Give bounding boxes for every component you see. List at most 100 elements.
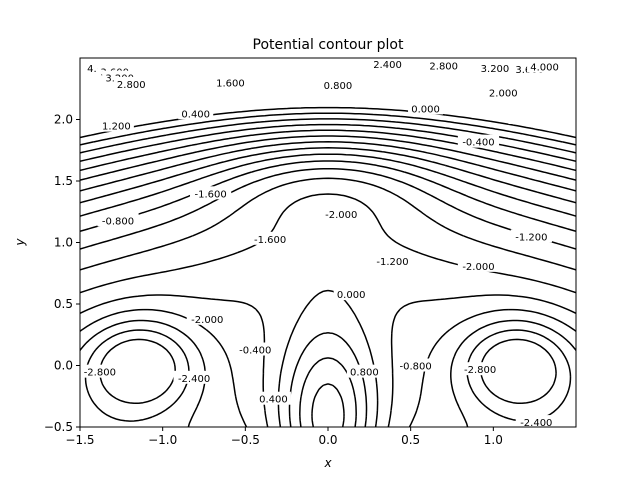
- contour-label: -1.200: [371, 253, 414, 268]
- contour-label-bg: [515, 415, 557, 429]
- contour-line: [80, 153, 576, 217]
- contour-label-bg: [457, 258, 500, 272]
- contour-label-text: 1.600: [216, 79, 245, 90]
- contour-label-bg: [79, 364, 121, 378]
- contour-label-text: 0.400: [259, 395, 288, 406]
- contour-label-bg: [173, 370, 215, 384]
- contour-label-bg: [510, 229, 552, 243]
- contour-label-text: -2.800: [464, 365, 496, 376]
- contour-label-bg: [485, 85, 521, 99]
- contour-label: 0.000: [408, 101, 444, 115]
- contour-label: 3.200: [477, 60, 513, 75]
- x-tick-label: −1.0: [148, 433, 177, 447]
- contour-label-text: 0.000: [411, 104, 440, 115]
- contour-line: [80, 177, 576, 427]
- contour-label-text: 0.400: [181, 109, 210, 120]
- contour-label-text: -1.200: [376, 257, 408, 268]
- contour-label-text: -1.200: [515, 232, 547, 243]
- contour-label-text: 2.800: [117, 80, 146, 91]
- x-axis-ticks: −1.5 −1.0 −0.5 0.0 0.5 1.0: [65, 427, 503, 447]
- contour-line: [80, 118, 576, 154]
- contour-label: -2.400: [173, 370, 215, 385]
- contour-label-text: -0.800: [102, 216, 134, 227]
- contour-label-bg: [346, 364, 382, 378]
- y-axis-ticks: −0.5 0.0 0.5 1.0 1.5 2.0: [44, 113, 80, 434]
- contour-label-bg: [186, 311, 228, 325]
- contour-line: [80, 141, 576, 192]
- contour-label: -0.800: [97, 213, 139, 227]
- contour-label-bg: [477, 60, 513, 74]
- x-tick-label: 0.5: [401, 433, 420, 447]
- contour-label: -2.800: [79, 364, 121, 379]
- contour-label: -0.800: [395, 358, 437, 373]
- contour-label-text: 0.800: [324, 81, 353, 92]
- contour-label-text: 2.400: [373, 60, 402, 71]
- contour-label-text: 1.200: [102, 122, 131, 133]
- contour-label-text: 2.800: [429, 61, 458, 72]
- contour-label-bg: [426, 58, 462, 72]
- contour-line: [80, 129, 576, 172]
- contour-label-text: -2.000: [191, 315, 223, 326]
- contour-label-bg: [255, 391, 291, 405]
- contour-line: [80, 308, 576, 427]
- contour-label-text: -2.000: [325, 210, 357, 221]
- contour-label-bg: [395, 358, 437, 372]
- contour-label: 0.000: [333, 287, 369, 301]
- contour-label: 2.800: [113, 76, 149, 91]
- contour-label-text: -2.400: [178, 374, 210, 385]
- contour-label: 2.800: [426, 58, 462, 72]
- contour-label: -1.200: [510, 229, 552, 243]
- contour-label-text: 0.000: [337, 290, 366, 301]
- contour-label: -2.400: [515, 415, 557, 429]
- contour-label-text: -1.600: [194, 189, 226, 200]
- contour-label-bg: [408, 101, 444, 115]
- contour-label: -2.000: [186, 311, 228, 326]
- contour-label-text: -1.600: [254, 235, 286, 246]
- x-tick-label: 1.0: [484, 433, 503, 447]
- contour-line: [80, 319, 576, 427]
- x-tick-label: −0.5: [231, 433, 260, 447]
- contour-label-bg: [371, 253, 414, 267]
- contour-label-bg: [320, 207, 362, 221]
- contour-label-bg: [459, 362, 501, 376]
- y-tick-label: 1.5: [54, 174, 73, 188]
- contour-label-text: -0.400: [239, 346, 271, 357]
- contour-label: -1.600: [190, 186, 232, 200]
- contour-label-bg: [178, 106, 214, 120]
- contour-label-bg: [333, 287, 369, 301]
- contour-label: 2.400: [370, 57, 406, 71]
- contour-label: 1.200: [98, 118, 134, 133]
- contour-label-bg: [97, 213, 139, 227]
- y-tick-label: 0.5: [54, 297, 73, 311]
- contour-label-bg: [457, 134, 500, 148]
- contour-line: [80, 135, 576, 181]
- contour-label-text: -0.800: [400, 362, 432, 373]
- contour-labels: 4.0003.6003.2002.8001.6000.8002.4002.800…: [79, 57, 563, 429]
- contour-label-bg: [98, 118, 134, 132]
- contour-lines: [80, 106, 576, 427]
- contour-label-text: -2.000: [462, 262, 494, 273]
- contour-label-text: 0.800: [350, 368, 379, 379]
- contour-label: 4.000: [527, 59, 563, 74]
- contour-label: 0.800: [320, 78, 356, 92]
- contour-label: 0.400: [178, 106, 214, 120]
- x-tick-label: 0.0: [318, 433, 337, 447]
- contour-label: -0.400: [234, 342, 276, 357]
- contour-line: [80, 147, 576, 204]
- contour-label-text: 3.200: [481, 64, 510, 75]
- contour-label-text: 2.000: [489, 88, 518, 99]
- contour-line: [80, 112, 576, 146]
- contour-label-bg: [370, 57, 406, 71]
- contour-label-text: 4.000: [530, 63, 559, 74]
- contour-label: -2.000: [320, 207, 362, 221]
- y-tick-label: −0.5: [44, 420, 73, 434]
- contour-label-text: -0.400: [462, 138, 494, 149]
- x-tick-label: −1.5: [65, 433, 94, 447]
- contour-label-bg: [249, 231, 291, 245]
- contour-label-text: -2.800: [84, 368, 116, 379]
- y-tick-label: 2.0: [54, 113, 73, 127]
- contour-label: 2.000: [485, 85, 521, 99]
- contour-label: -0.400: [457, 134, 500, 149]
- contour-label-bg: [113, 76, 149, 90]
- contour-label-bg: [212, 75, 248, 89]
